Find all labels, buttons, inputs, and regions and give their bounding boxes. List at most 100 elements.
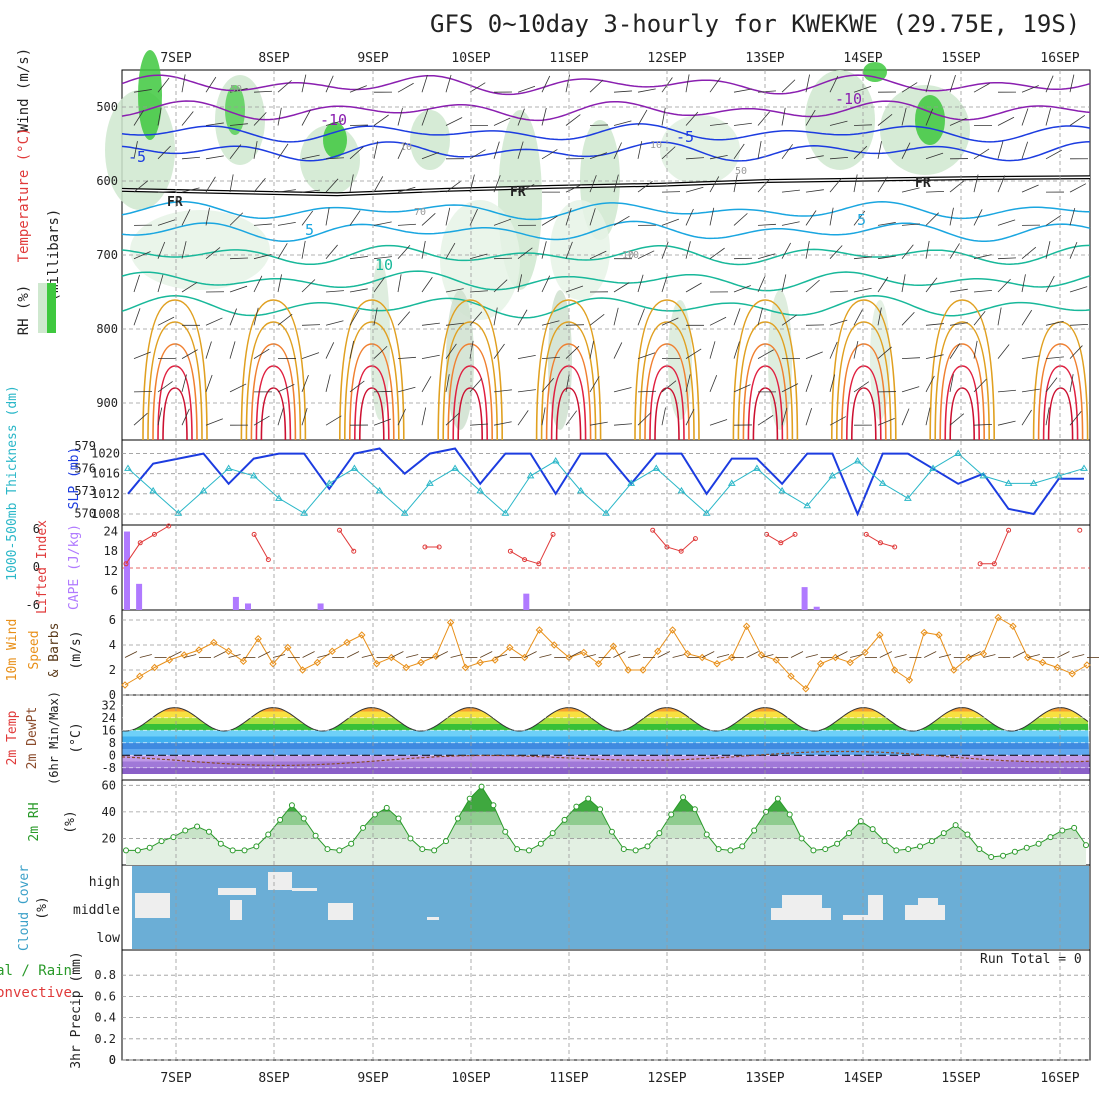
surface-wind-barb (924, 651, 937, 658)
wind-barb (229, 144, 242, 160)
wind-barb (901, 311, 915, 326)
wind-speed-point (432, 652, 440, 660)
ua-ytick-label: 600 (96, 174, 118, 188)
wind-barb (373, 390, 393, 393)
cape-tick-label: 12 (104, 564, 118, 578)
slp-tick-label: 1020 (91, 447, 120, 461)
wind-barb (205, 176, 216, 193)
wind-barb (229, 123, 248, 126)
wind-label-3: & Barbs (47, 623, 62, 678)
lifted-index-point (778, 540, 784, 546)
thickness-point (753, 464, 761, 471)
wind-barb (301, 109, 311, 126)
rh-point (1047, 834, 1054, 841)
wind-barb (661, 241, 669, 259)
wind-barb (877, 346, 892, 359)
wind-barb (325, 320, 344, 326)
lifted-index-point (1006, 527, 1012, 533)
wind-barb (277, 407, 284, 426)
wind-barb (517, 309, 528, 326)
wind-barb (637, 390, 657, 393)
wind-barb (157, 107, 162, 126)
cloud-unit-label: (%) (35, 896, 50, 919)
wind-barb (781, 79, 796, 93)
precip-tick-label: 0.8 (94, 968, 116, 982)
wind-barb (469, 82, 486, 93)
surface-wind-barb (258, 651, 271, 658)
panel-frame-wind (121, 609, 1091, 696)
wind-barb (349, 146, 364, 160)
rh-blob (446, 290, 474, 430)
wind-speed-point (136, 672, 144, 680)
temperature-dome (732, 299, 799, 441)
isotherm-line (121, 200, 1091, 221)
surface-wind-barb (761, 654, 774, 658)
thickness-point (828, 471, 837, 479)
cloud-block (868, 895, 883, 920)
thickness-point (652, 464, 661, 471)
wind-barb (397, 244, 411, 259)
wind-barb (493, 389, 512, 393)
wind-barb (733, 384, 751, 393)
wind-barb (613, 423, 632, 426)
wind-barb (709, 341, 716, 359)
wind-barb (517, 274, 523, 293)
wind-barb (421, 407, 427, 426)
rh-point (300, 815, 307, 822)
wind-barb (925, 277, 938, 293)
temperature-dome (250, 343, 297, 441)
wind-barb (541, 320, 560, 326)
wind-barb (133, 274, 140, 293)
surface-wind-barb (1012, 651, 1026, 658)
wind-barb (301, 324, 321, 326)
wind-barb (373, 345, 388, 359)
rh-point (727, 847, 734, 854)
lifted-index-point (137, 540, 143, 546)
wind-barb (829, 207, 834, 226)
isotherm-line (121, 141, 1091, 162)
wind-barb (949, 243, 960, 259)
wind-barb (1021, 274, 1026, 293)
wind-barb (661, 107, 666, 126)
rh-point (668, 811, 675, 818)
freezing-label: FR (510, 185, 526, 200)
thickness-point (702, 509, 711, 516)
wind-barb (589, 421, 608, 426)
wind-barb (613, 120, 632, 126)
rh-point (431, 847, 438, 854)
wind-barb (973, 378, 987, 393)
wind-barb (997, 344, 1010, 359)
wind-barb (493, 257, 513, 260)
wind-barb (925, 407, 931, 426)
wind-barb (901, 408, 910, 426)
temp-band (122, 699, 1090, 705)
wind-barb (805, 351, 823, 359)
isotherm-line (121, 270, 1091, 292)
wind-barb (901, 223, 920, 226)
top-day-label: 11SEP (549, 51, 588, 66)
cloud-block (268, 872, 292, 890)
lifted-index-point (650, 527, 656, 533)
rh-contour-label: 70 (414, 207, 426, 218)
wind-barb (469, 378, 483, 393)
wind-barb (205, 207, 210, 226)
run-total-label: Run Total = 0 (980, 952, 1082, 967)
thickness-point (451, 464, 459, 471)
wind-barb (589, 175, 597, 193)
wind-barb (397, 386, 416, 393)
cloud-block (135, 893, 170, 918)
rh-point (525, 847, 532, 854)
rh-point (751, 827, 758, 834)
wind-barb (445, 322, 464, 326)
wind-barb (901, 244, 914, 259)
wind-barb (925, 152, 944, 160)
wind-barb (517, 354, 536, 359)
wind-barb (613, 215, 630, 226)
wind-barb (253, 90, 272, 93)
top-day-label: 15SEP (941, 51, 980, 66)
wind-barb (445, 181, 461, 193)
wind-barb (277, 80, 292, 93)
lifted-index-line (125, 525, 169, 565)
wind-barb (829, 75, 839, 93)
rh-point (205, 828, 212, 835)
